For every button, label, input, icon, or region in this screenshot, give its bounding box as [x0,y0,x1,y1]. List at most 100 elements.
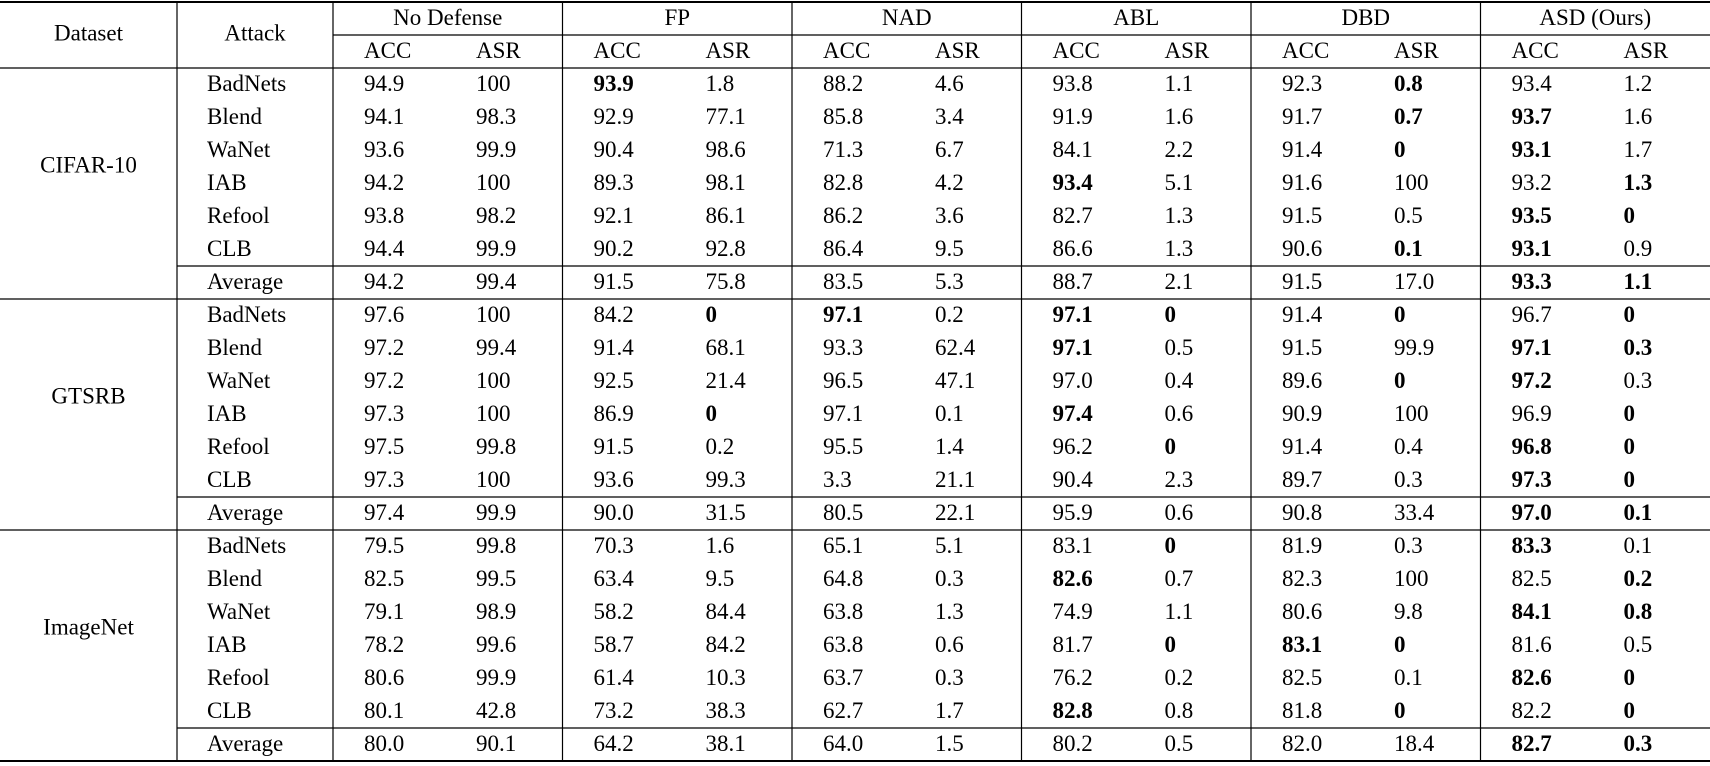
value-cell: 0 [1394,368,1406,393]
value-cell: 93.2 [1512,170,1552,195]
value-cell: 80.6 [1282,599,1322,624]
value-cell: 9.5 [706,566,735,591]
value-cell: 97.4 [1053,401,1094,426]
value-cell: 1.7 [935,698,964,723]
value-cell: 42.8 [476,698,516,723]
value-cell: 97.0 [1512,500,1552,525]
attack-label: Refool [207,665,270,690]
value-cell: 0.8 [1394,71,1423,96]
header-defense: DBD [1341,5,1390,30]
value-cell: 2.3 [1165,467,1194,492]
value-cell: 91.6 [1282,170,1322,195]
value-cell: 70.3 [594,533,634,558]
value-cell: 100 [476,401,511,426]
value-cell: 1.7 [1624,137,1653,162]
value-cell: 0.2 [935,302,964,327]
header-metric: ASR [1624,38,1669,63]
value-cell: 0 [706,302,718,327]
value-cell: 91.4 [1282,434,1323,459]
attack-label: BadNets [207,71,286,96]
value-cell: 82.6 [1512,665,1552,690]
value-cell: 76.2 [1053,665,1093,690]
value-cell: 97.3 [1512,467,1552,492]
attack-label: CLB [207,236,252,261]
value-cell: 1.3 [1165,203,1194,228]
value-cell: 100 [476,368,511,393]
value-cell: 0 [1165,533,1177,558]
value-cell: 84.2 [706,632,746,657]
value-cell: 97.5 [364,434,404,459]
value-cell: 83.3 [1512,533,1552,558]
value-cell: 82.7 [1053,203,1093,228]
value-cell: 91.4 [594,335,635,360]
value-cell: 1.6 [706,533,735,558]
value-cell: 97.0 [1053,368,1093,393]
attack-label: BadNets [207,302,286,327]
value-cell: 96.9 [1512,401,1552,426]
value-cell: 0.3 [1624,335,1653,360]
value-cell: 98.3 [476,104,516,129]
value-cell: 2.2 [1165,137,1194,162]
attack-label: WaNet [207,368,271,393]
value-cell: 0 [1624,467,1636,492]
value-cell: 81.9 [1282,533,1322,558]
value-cell: 95.5 [823,434,863,459]
value-cell: 62.7 [823,698,863,723]
attack-label: Blend [207,335,262,360]
value-cell: 0.3 [1394,467,1423,492]
value-cell: 96.2 [1053,434,1093,459]
value-cell: 0 [1624,698,1636,723]
dataset-label: CIFAR-10 [40,152,137,177]
value-cell: 83.1 [1053,533,1093,558]
value-cell: 21.1 [935,467,975,492]
value-cell: 0 [1165,434,1177,459]
value-cell: 0 [1624,203,1636,228]
value-cell: 84.2 [594,302,634,327]
value-cell: 97.2 [364,368,404,393]
value-cell: 79.5 [364,533,404,558]
attack-label: Blend [207,104,262,129]
value-cell: 100 [476,302,511,327]
value-cell: 77.1 [706,104,746,129]
value-cell: 90.4 [1053,467,1094,492]
value-cell: 99.9 [476,236,516,261]
value-cell: 86.2 [823,203,863,228]
value-cell: 86.1 [706,203,746,228]
value-cell: 0.8 [1624,599,1653,624]
value-cell: 6.7 [935,137,964,162]
value-cell: 91.9 [1053,104,1093,129]
value-cell: 94.2 [364,269,404,294]
value-cell: 91.4 [1282,137,1323,162]
value-cell: 38.1 [706,731,746,756]
dataset-label: ImageNet [43,614,134,639]
value-cell: 1.8 [706,71,735,96]
value-cell: 100 [1394,170,1429,195]
header-metric: ASR [706,38,751,63]
value-cell: 17.0 [1394,269,1434,294]
header-metric: ACC [1053,38,1100,63]
value-cell: 22.1 [935,500,975,525]
value-cell: 92.5 [594,368,634,393]
value-cell: 81.6 [1512,632,1552,657]
value-cell: 74.9 [1053,599,1093,624]
value-cell: 82.7 [1512,731,1552,756]
value-cell: 82.5 [1282,665,1322,690]
attack-label: BadNets [207,533,286,558]
header-defense: ASD (Ours) [1539,5,1651,30]
value-cell: 0 [1624,665,1636,690]
value-cell: 98.9 [476,599,516,624]
value-cell: 99.3 [706,467,746,492]
value-cell: 88.2 [823,71,863,96]
value-cell: 89.3 [594,170,634,195]
value-cell: 0.6 [935,632,964,657]
value-cell: 0 [1624,434,1636,459]
attack-label: Blend [207,566,262,591]
attack-label: IAB [207,170,247,195]
value-cell: 63.8 [823,599,863,624]
value-cell: 0.4 [1394,434,1423,459]
value-cell: 5.1 [1165,170,1194,195]
value-cell: 0.1 [1394,665,1423,690]
header-metric: ASR [935,38,980,63]
value-cell: 88.7 [1053,269,1093,294]
value-cell: 100 [476,71,511,96]
